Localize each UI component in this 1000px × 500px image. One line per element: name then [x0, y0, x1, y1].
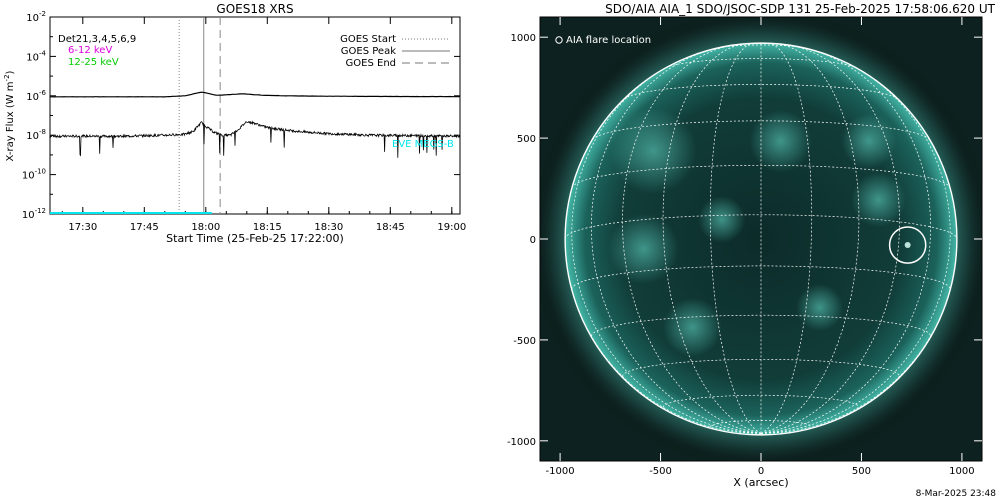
goes-y-tick-label: 10-6 [26, 89, 46, 103]
aia-x-tick-label: 1000 [949, 466, 974, 477]
goes-y-axis: 10-2 10-4 10-6 10-8 10-10 10-12 [22, 10, 460, 221]
grid-meridian [662, 43, 762, 434]
footer-timestamp: 8-Mar-2025 23:48 [916, 489, 997, 499]
aia-heliographic-grid [564, 42, 958, 434]
aia-x-tick-label: 0 [758, 466, 764, 477]
aia-y-tick-label: 0 [530, 235, 536, 246]
grid-parallel [709, 420, 813, 427]
channel-label-12-25kev: 12-25 keV [68, 57, 119, 68]
grid-parallel [623, 84, 899, 100]
eve-megs-b-label: EVE MEGS-B [392, 139, 454, 150]
aia-active-regions [608, 107, 906, 357]
goes-channel-labels: Det21,3,4,5,6,9 6-12 keV 12-25 keV [58, 34, 136, 68]
goes-x-tick-label: 18:30 [314, 222, 343, 233]
goes-x-tick-label: 19:00 [437, 222, 466, 233]
legend-goes-end-label: GOES End [346, 58, 396, 69]
goes-series-short [50, 120, 460, 158]
goes-x-tick-label: 17:45 [130, 222, 159, 233]
active-region-glow [796, 284, 844, 332]
flare-location-circle [888, 226, 927, 264]
goes-y-tick-label: 10-12 [22, 207, 46, 221]
active-region-glow [749, 109, 812, 173]
goes-y-tick-label: 10-4 [26, 49, 46, 63]
grid-meridian [591, 47, 762, 434]
aia-image [540, 17, 982, 461]
active-region-glow [698, 195, 746, 243]
aia-x-axis: -1000 -500 0 500 1000 [546, 17, 975, 477]
goes-y-tick-label: 10-8 [26, 128, 46, 142]
grid-meridian [571, 61, 762, 434]
goes-y-tick-label: 10-10 [22, 168, 46, 182]
aia-legend-label: AIA flare location [566, 35, 651, 46]
grid-meridian [760, 61, 951, 434]
goes-x-tick-label: 18:15 [253, 222, 282, 233]
aia-y-tick-label: -500 [513, 336, 536, 347]
goes-y-axis-label: X-ray Flux (W m-2) [3, 70, 16, 161]
goes-y-tick-label: 10-2 [26, 10, 46, 24]
goes-legend: GOES Start GOES Peak GOES End [340, 34, 450, 69]
aia-x-tick-label: 500 [852, 466, 871, 477]
grid-meridian [622, 44, 762, 434]
grid-parallel [592, 120, 930, 140]
goes-event-lines [178, 17, 221, 214]
active-region-glow [841, 113, 897, 169]
goes-series [50, 91, 460, 158]
grid-meridian [760, 42, 813, 434]
aia-panel: SDO/AIA AIA_1 SDO/JSOC-SDP 131 25-Feb-20… [507, 2, 996, 489]
aia-y-tick-label: -1000 [507, 437, 536, 448]
goes-plot-area: 10-2 10-4 10-6 10-8 10-10 10-12 17:30 17:45 18:… [22, 10, 466, 233]
grid-meridian [760, 47, 931, 434]
active-region-glow [663, 297, 722, 357]
aia-title: SDO/AIA AIA_1 SDO/JSOC-SDP 131 25-Feb-20… [605, 2, 996, 16]
aia-y-axis: 1000 500 0 -500 -1000 [507, 33, 982, 448]
grid-parallel [564, 214, 958, 240]
goes-x-tick-label: 17:30 [68, 222, 97, 233]
grid-parallel [622, 358, 900, 377]
grid-meridian [760, 43, 860, 434]
aia-legend-circle-icon [555, 36, 563, 44]
grid-parallel [571, 164, 951, 189]
goes-series-long [50, 91, 460, 98]
goes-x-tick-label: 18:45 [376, 222, 405, 233]
aia-y-tick-label: 1000 [511, 33, 536, 44]
aia-solar-limb [564, 42, 958, 436]
aia-x-axis-label: X (arcsec) [733, 476, 788, 489]
goes-xrs-panel: GOES18 XRS 10-2 10-4 10-6 10-8 10-10 10-12 17… [3, 2, 466, 245]
grid-meridian [709, 42, 762, 434]
active-region-glow [608, 213, 679, 285]
grid-parallel [662, 394, 860, 408]
goes-x-axis-label: Start Time (25-Feb-25 17:22:00) [166, 232, 344, 245]
aia-legend: AIA flare location [555, 35, 651, 46]
aia-y-tick-label: 500 [517, 134, 536, 145]
goes-title: GOES18 XRS [216, 2, 293, 16]
channel-label-detectors: Det21,3,4,5,6,9 [58, 34, 136, 45]
grid-parallel [571, 265, 951, 290]
grid-parallel [591, 314, 931, 337]
active-region-glow [851, 172, 906, 228]
goes-x-axis: 17:30 17:45 18:00 18:15 18:30 18:45 19:00 [61, 17, 466, 233]
goes-x-tick-label: 18:00 [191, 222, 220, 233]
channel-label-6-12kev: 6-12 keV [68, 45, 112, 56]
legend-goes-peak-label: GOES Peak [341, 46, 396, 57]
flare-bright-spot [904, 242, 911, 249]
aia-x-tick-label: -500 [649, 466, 672, 477]
grid-meridian [760, 44, 900, 434]
active-region-glow [610, 107, 697, 194]
aia-x-tick-label: -1000 [546, 466, 575, 477]
grid-meridian [760, 238, 958, 434]
grid-parallel [716, 44, 806, 49]
legend-goes-start-label: GOES Start [340, 34, 396, 45]
